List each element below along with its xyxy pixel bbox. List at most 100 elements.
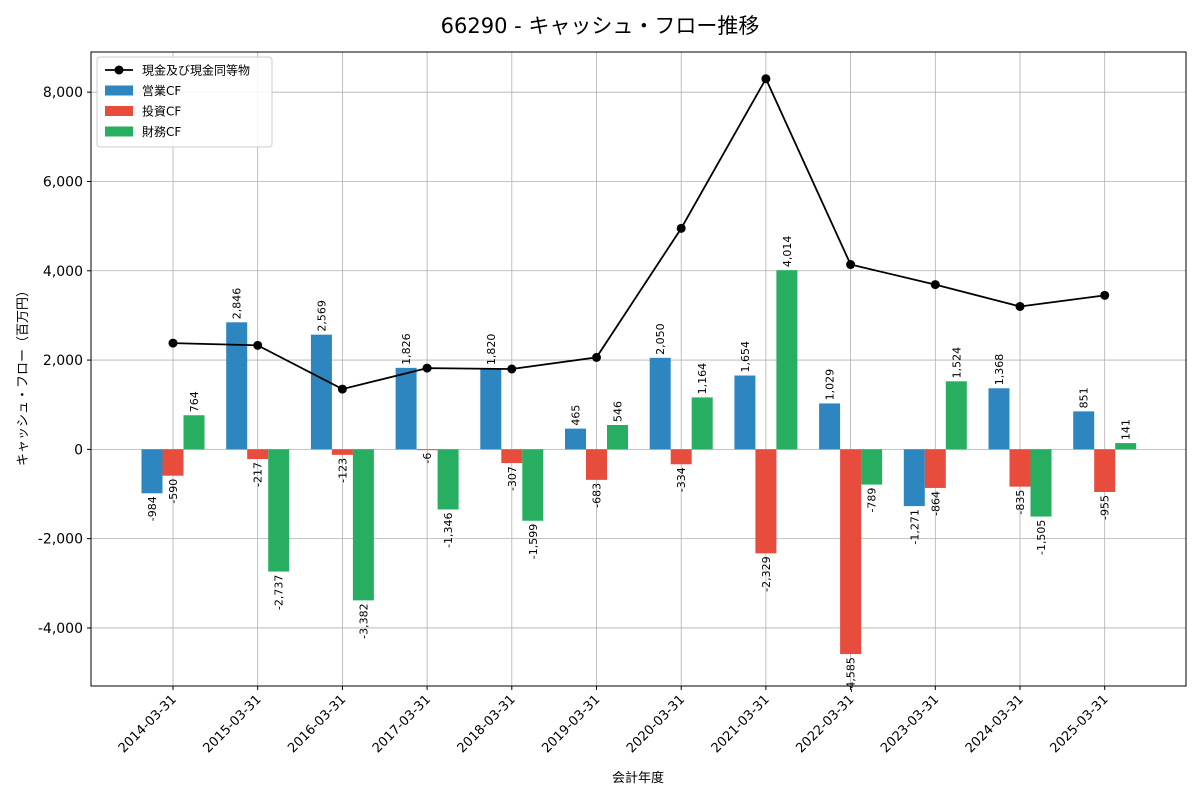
y-tick-label: 0 — [74, 442, 83, 458]
y-tick-label: -4,000 — [38, 621, 83, 637]
data-label: -6 — [421, 453, 434, 464]
bar-投資CF — [586, 449, 607, 480]
cash-point — [337, 384, 347, 394]
cash-point — [168, 338, 178, 348]
cash-point — [253, 340, 263, 350]
bar-営業CF — [649, 357, 671, 450]
bar-投資CF — [416, 449, 438, 451]
bar-営業CF — [395, 367, 417, 450]
cash-point — [761, 74, 771, 84]
bar-営業CF — [819, 403, 841, 450]
bar-営業CF — [226, 322, 248, 450]
legend-swatch — [105, 85, 133, 96]
data-label: -984 — [146, 496, 159, 521]
legend-swatch — [105, 126, 133, 137]
legend-label: 財務CF — [142, 124, 181, 139]
bar-財務CF — [945, 381, 967, 450]
data-label: -1,271 — [908, 509, 921, 544]
data-label: 1,826 — [400, 333, 413, 365]
data-label: 1,524 — [950, 347, 963, 379]
data-label: -3,382 — [357, 603, 370, 638]
bar-財務CF — [1115, 443, 1137, 450]
legend-swatch — [105, 106, 133, 116]
cash-point — [592, 352, 601, 362]
data-label: 4,014 — [781, 236, 794, 268]
bar-財務CF — [352, 449, 374, 601]
bar-投資CF — [501, 449, 523, 464]
cash-point — [1015, 301, 1025, 311]
bar-営業CF — [310, 334, 332, 450]
bar-財務CF — [1030, 449, 1052, 517]
cash-point — [1100, 290, 1110, 300]
bar-財務CF — [183, 415, 205, 450]
bar-営業CF — [734, 375, 756, 450]
legend-marker — [114, 65, 124, 75]
bar-財務CF — [861, 449, 883, 485]
cash-point — [422, 363, 432, 373]
data-label: 764 — [188, 391, 201, 412]
data-label: -2,329 — [760, 556, 773, 591]
bar-財務CF — [522, 449, 544, 521]
bar-財務CF — [268, 449, 290, 572]
bar-投資CF — [247, 449, 269, 460]
data-label: 1,029 — [824, 369, 837, 401]
data-label: -835 — [1014, 490, 1027, 515]
data-label: 2,846 — [231, 288, 244, 320]
data-label: 465 — [570, 405, 583, 426]
bar-財務CF — [691, 397, 713, 450]
bar-投資CF — [331, 449, 353, 455]
bar-営業CF — [565, 428, 586, 450]
legend-box — [96, 56, 273, 148]
data-label: -1,505 — [1035, 520, 1048, 555]
bar-投資CF — [755, 449, 777, 554]
data-label: 1,368 — [993, 354, 1006, 386]
y-tick-label: 4,000 — [43, 264, 83, 280]
bar-営業CF — [1073, 411, 1095, 450]
bar-営業CF — [480, 368, 502, 450]
legend-label: 営業CF — [142, 84, 181, 98]
data-label: -864 — [929, 491, 942, 516]
x-axis-label: 会計年度 — [612, 770, 664, 786]
legend-label: 投資CF — [142, 104, 181, 119]
data-label: 141 — [1120, 419, 1133, 440]
data-label: -955 — [1099, 495, 1112, 520]
data-label: -217 — [252, 462, 265, 487]
data-label: -590 — [167, 479, 180, 504]
bar-投資CF — [162, 449, 184, 476]
y-tick-label: -2,000 — [38, 532, 83, 548]
bars — [141, 270, 1137, 655]
bar-営業CF — [988, 388, 1010, 450]
bar-財務CF — [437, 449, 459, 510]
bar-営業CF — [903, 449, 925, 507]
legend-label: 現金及び現金同等物 — [142, 63, 250, 78]
data-label: 2,050 — [654, 323, 667, 355]
data-label: -1,346 — [442, 512, 455, 547]
plot-frame — [90, 51, 1187, 687]
y-axis-label: キャッシュ・フロー（百万円） — [16, 284, 31, 466]
y-tick-label: 6,000 — [43, 174, 83, 190]
cash-line-path — [172, 76, 1105, 391]
data-label: -307 — [506, 466, 519, 491]
bar-財務CF — [607, 424, 628, 450]
y-tick-label: 8,000 — [43, 85, 83, 101]
data-label: 1,654 — [739, 341, 752, 373]
data-label: 1,820 — [485, 334, 498, 366]
bar-営業CF — [141, 449, 163, 494]
data-label: -123 — [336, 458, 349, 483]
data-label: -334 — [675, 467, 688, 492]
data-label: -683 — [591, 483, 604, 508]
cash-point — [676, 223, 686, 233]
data-label: 2,569 — [315, 300, 328, 332]
bar-投資CF — [670, 449, 692, 465]
y-tick-label: 2,000 — [43, 353, 83, 369]
data-label: -1,599 — [527, 524, 540, 559]
data-label: -2,737 — [273, 575, 286, 610]
data-labels: -984 2,846 2,569 1,826 1,820 465 2,050 1,654 1,0… — [146, 236, 1133, 693]
data-label: 546 — [612, 401, 625, 422]
data-label: -4,585 — [845, 657, 858, 692]
bar-投資CF — [1094, 449, 1116, 493]
data-label: 851 — [1078, 387, 1091, 408]
cash-line — [168, 74, 1110, 394]
chart-title: 66290 - キャッシュ・フロー推移 — [441, 14, 760, 38]
